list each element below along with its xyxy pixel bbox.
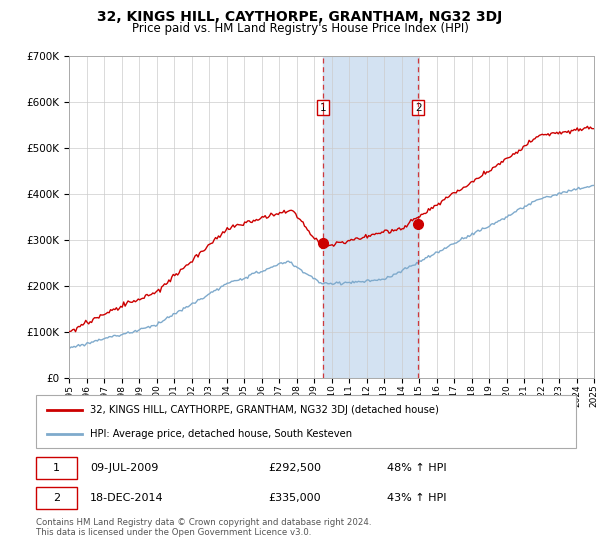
Text: Price paid vs. HM Land Registry's House Price Index (HPI): Price paid vs. HM Land Registry's House … [131, 22, 469, 35]
Text: 32, KINGS HILL, CAYTHORPE, GRANTHAM, NG32 3DJ (detached house): 32, KINGS HILL, CAYTHORPE, GRANTHAM, NG3… [90, 405, 439, 415]
Text: 09-JUL-2009: 09-JUL-2009 [90, 463, 158, 473]
Text: 43% ↑ HPI: 43% ↑ HPI [387, 493, 446, 503]
Text: £335,000: £335,000 [268, 493, 321, 503]
Bar [323, 56, 418, 378]
Text: Contains HM Land Registry data © Crown copyright and database right 2024.
This d: Contains HM Land Registry data © Crown c… [36, 518, 371, 538]
Text: 2: 2 [415, 102, 422, 113]
Text: £292,500: £292,500 [268, 463, 321, 473]
Text: HPI: Average price, detached house, South Kesteven: HPI: Average price, detached house, Sout… [90, 428, 352, 438]
Text: 32, KINGS HILL, CAYTHORPE, GRANTHAM, NG32 3DJ: 32, KINGS HILL, CAYTHORPE, GRANTHAM, NG3… [97, 10, 503, 24]
Bar [594, 56, 600, 378]
Text: 1: 1 [320, 102, 326, 113]
Text: 18-DEC-2014: 18-DEC-2014 [90, 493, 164, 503]
Text: 48% ↑ HPI: 48% ↑ HPI [387, 463, 446, 473]
FancyBboxPatch shape [36, 487, 77, 508]
FancyBboxPatch shape [36, 395, 576, 448]
FancyBboxPatch shape [36, 458, 77, 479]
Text: 1: 1 [53, 463, 60, 473]
Text: 2: 2 [53, 493, 60, 503]
